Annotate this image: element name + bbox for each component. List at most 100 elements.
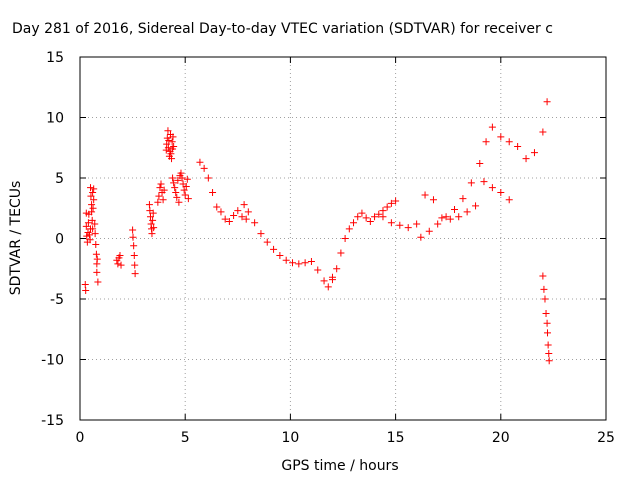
- data-point: [480, 178, 488, 186]
- data-point: [114, 260, 122, 268]
- data-point: [263, 238, 271, 246]
- data-point: [167, 150, 175, 158]
- data-point: [404, 224, 412, 232]
- data-point: [301, 259, 309, 267]
- data-point: [154, 198, 162, 206]
- x-tick-label: 25: [597, 430, 615, 446]
- data-point: [320, 277, 328, 285]
- data-point: [172, 189, 180, 197]
- data-point: [289, 259, 297, 267]
- y-tick-label: -15: [41, 413, 64, 429]
- data-point: [177, 169, 185, 177]
- data-point: [164, 127, 172, 135]
- data-point: [85, 231, 93, 239]
- x-tick-label: 15: [387, 430, 405, 446]
- data-point: [91, 230, 99, 238]
- data-point: [324, 283, 332, 291]
- data-point: [434, 220, 442, 228]
- data-point: [542, 310, 550, 318]
- y-tick-label: 15: [46, 50, 64, 66]
- data-point: [196, 158, 204, 166]
- data-point: [358, 209, 366, 217]
- data-point: [89, 225, 97, 233]
- data-point: [257, 230, 265, 238]
- data-point: [155, 192, 163, 200]
- data-point: [171, 184, 179, 192]
- data-point: [463, 208, 471, 216]
- data-point: [217, 208, 225, 216]
- data-point: [204, 174, 212, 182]
- data-point: [514, 143, 522, 151]
- y-axis-label: SDTVAR / TECUs: [8, 181, 24, 296]
- chart-title: Day 281 of 2016, Sidereal Day-to-day VTE…: [12, 21, 553, 37]
- data-point: [362, 214, 370, 222]
- data-point: [276, 251, 284, 259]
- data-point: [488, 184, 496, 192]
- data-point: [156, 184, 164, 192]
- data-point: [522, 155, 530, 163]
- data-point: [165, 136, 173, 144]
- data-point: [438, 214, 446, 222]
- data-point: [93, 268, 101, 276]
- x-axis-label: GPS time / hours: [281, 458, 398, 474]
- y-tick-label: 0: [55, 232, 64, 248]
- data-point: [442, 213, 450, 221]
- data-point: [131, 270, 139, 278]
- data-point: [169, 174, 177, 182]
- data-point: [92, 241, 100, 249]
- data-point: [184, 195, 192, 203]
- data-point: [149, 216, 157, 224]
- data-points: [81, 98, 553, 365]
- data-point: [90, 185, 98, 193]
- data-point: [539, 128, 547, 136]
- plot-frame: [79, 56, 607, 421]
- data-point: [375, 210, 383, 218]
- data-point: [413, 220, 421, 228]
- data-point: [86, 236, 94, 244]
- data-point: [371, 213, 379, 221]
- data-point: [88, 201, 96, 209]
- data-point: [148, 230, 156, 238]
- data-point: [543, 98, 551, 106]
- data-point: [88, 208, 96, 216]
- data-point: [164, 144, 172, 152]
- data-point: [90, 196, 98, 204]
- data-point: [200, 164, 208, 172]
- x-tick-labels: 0 5 10 15 20 25: [76, 430, 615, 446]
- data-point: [544, 341, 552, 349]
- data-point: [396, 221, 404, 229]
- data-point: [540, 285, 548, 293]
- y-tick-label: -10: [41, 353, 64, 369]
- data-point: [169, 133, 177, 141]
- data-point: [168, 138, 176, 146]
- grid: [80, 57, 606, 420]
- data-point: [173, 193, 181, 201]
- data-point: [160, 186, 168, 194]
- data-point: [150, 224, 158, 232]
- data-point: [117, 261, 125, 269]
- data-point: [131, 261, 139, 269]
- data-point: [366, 218, 374, 226]
- data-point: [175, 198, 183, 206]
- data-point: [180, 186, 188, 194]
- data-point: [82, 222, 90, 230]
- data-point: [545, 349, 553, 357]
- data-point: [89, 189, 97, 197]
- data-point: [314, 266, 322, 274]
- data-point: [87, 184, 95, 192]
- data-point: [455, 213, 463, 221]
- data-point: [213, 203, 221, 211]
- y-tick-labels: -15 -10 -5 0 5 10 15: [41, 50, 64, 429]
- data-point: [93, 255, 101, 263]
- data-point: [174, 176, 182, 184]
- data-point: [225, 218, 233, 226]
- data-point: [379, 213, 387, 221]
- data-point: [446, 215, 454, 223]
- x-tick-label: 0: [76, 430, 85, 446]
- data-point: [417, 233, 425, 241]
- data-point: [530, 149, 538, 157]
- data-point: [94, 278, 102, 286]
- data-point: [544, 329, 552, 337]
- data-point: [505, 196, 513, 204]
- data-point: [539, 272, 547, 280]
